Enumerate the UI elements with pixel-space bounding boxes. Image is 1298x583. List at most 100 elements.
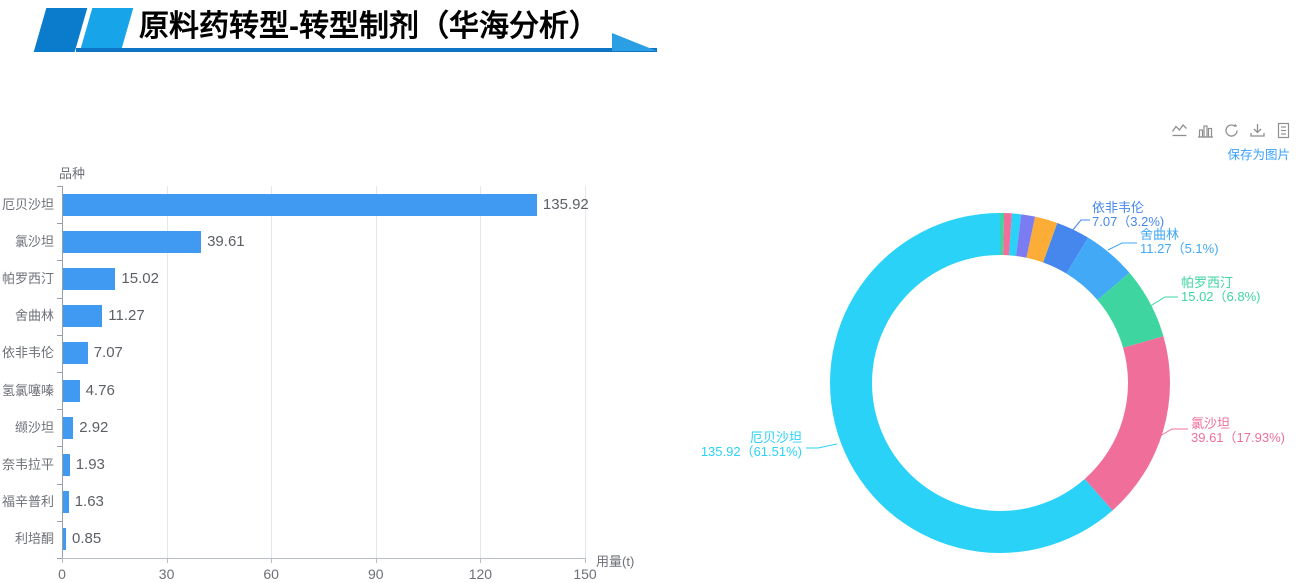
line-chart-icon[interactable] bbox=[1171, 122, 1188, 139]
pie-slice-奈韦拉平[interactable] bbox=[1009, 213, 1022, 256]
pie-slice-帕罗西汀[interactable] bbox=[1097, 272, 1164, 348]
x-axis-title: 用量(t) bbox=[596, 554, 635, 569]
pie-slice-依非韦伦[interactable] bbox=[1043, 222, 1089, 274]
title-banner: 原料药转型-转型制剂（华海分析） bbox=[0, 0, 700, 70]
category-label: 氢氯噻嗪 bbox=[1, 383, 54, 398]
banner-parallelogram-dark bbox=[33, 8, 88, 52]
bar-value-label: 0.85 bbox=[72, 530, 102, 547]
grid-line bbox=[166, 186, 168, 558]
y-axis-tick bbox=[57, 223, 62, 224]
leader-line-yifeiweilun bbox=[1071, 219, 1090, 232]
toolbox-tooltip: 保存为图片 bbox=[1227, 148, 1290, 162]
leader-line-shequlin bbox=[1107, 242, 1137, 251]
pie-slice-氯沙坦[interactable] bbox=[1084, 336, 1171, 511]
page-title: 原料药转型-转型制剂（华海分析） bbox=[139, 10, 599, 43]
category-label: 福辛普利 bbox=[1, 494, 54, 509]
pie-label-value: 7.07（3.2%) bbox=[1092, 214, 1165, 229]
bar-value-label: 11.27 bbox=[108, 307, 145, 324]
pie-label-lüshatan: 氯沙坦 39.61（17.93%) bbox=[1191, 417, 1285, 445]
x-axis-tick bbox=[585, 558, 586, 563]
bar-缬沙坦[interactable] bbox=[63, 417, 74, 439]
bar-舍曲林[interactable] bbox=[63, 305, 103, 327]
y-axis-tick bbox=[57, 186, 62, 187]
bar-厄贝沙坦[interactable] bbox=[63, 194, 537, 216]
pie-label-shequlin: 舍曲林 11.27（5.1%) bbox=[1140, 228, 1219, 256]
y-axis-tick bbox=[57, 446, 62, 447]
bar-value-label: 1.93 bbox=[75, 456, 105, 473]
x-axis-tick-label: 0 bbox=[58, 566, 66, 582]
bar-氢氯噻嗪[interactable] bbox=[63, 380, 80, 402]
category-label: 氯沙坦 bbox=[14, 234, 54, 249]
bar-依非韦伦[interactable] bbox=[63, 342, 88, 364]
pie-label-value: 15.02（6.8%) bbox=[1181, 289, 1261, 304]
pie-slice-缬沙坦[interactable] bbox=[1016, 214, 1036, 258]
pie-label-value: 135.92（61.51%) bbox=[700, 444, 802, 459]
y-axis-tick bbox=[57, 409, 62, 410]
category-label: 依非韦伦 bbox=[1, 345, 54, 360]
category-label: 舍曲林 bbox=[14, 308, 54, 323]
bar-利培酮[interactable] bbox=[63, 528, 66, 550]
pie-label-paluoxiting: 帕罗西汀 15.02（6.8%) bbox=[1181, 276, 1261, 304]
bar-value-label: 7.07 bbox=[93, 344, 123, 361]
x-axis-tick bbox=[375, 558, 377, 563]
bar-value-label: 15.02 bbox=[121, 270, 159, 287]
y-axis-tick bbox=[57, 521, 62, 522]
bar-氯沙坦[interactable] bbox=[63, 231, 202, 253]
x-axis-tick bbox=[271, 558, 273, 563]
pie-label-value: 39.61（17.93%) bbox=[1191, 430, 1285, 445]
pie-slice-厄贝沙坦[interactable] bbox=[830, 213, 1113, 553]
pie-label-name: 依非韦伦 bbox=[1092, 200, 1145, 215]
bar-value-label: 135.92 bbox=[542, 196, 589, 213]
category-label: 缬沙坦 bbox=[14, 420, 54, 435]
grid-line bbox=[375, 186, 377, 558]
bar-value-label: 1.63 bbox=[74, 493, 104, 510]
leader-line-erbeishatan bbox=[806, 443, 838, 449]
pie-slice-氢氯噻嗪[interactable] bbox=[1026, 216, 1058, 263]
bar-value-label: 2.92 bbox=[79, 419, 109, 436]
y-axis-tick bbox=[57, 335, 62, 336]
pie-slice-福辛普利[interactable] bbox=[1003, 213, 1012, 256]
y-axis-tick bbox=[57, 484, 62, 485]
pie-label-name: 帕罗西汀 bbox=[1181, 275, 1234, 290]
grid-line bbox=[271, 186, 273, 558]
x-axis-line bbox=[62, 558, 586, 559]
category-label: 利培酮 bbox=[14, 531, 54, 546]
grid-line bbox=[480, 186, 482, 558]
pie-slice-利培酮[interactable] bbox=[1000, 213, 1005, 256]
bar-value-label: 4.76 bbox=[85, 382, 115, 399]
pie-label-name: 舍曲林 bbox=[1140, 227, 1180, 242]
category-label: 帕罗西汀 bbox=[1, 271, 54, 286]
save-image-icon[interactable] bbox=[1249, 122, 1266, 139]
x-axis-tick-label: 90 bbox=[368, 566, 384, 582]
x-axis-tick-label: 150 bbox=[573, 566, 597, 582]
bar-福辛普利[interactable] bbox=[63, 491, 69, 513]
x-axis-tick-label: 60 bbox=[263, 566, 279, 582]
pie-slice-舍曲林[interactable] bbox=[1066, 237, 1130, 300]
donut-chart bbox=[806, 213, 1188, 553]
pie-label-name: 氯沙坦 bbox=[1191, 416, 1231, 431]
bar-value-label: 39.61 bbox=[207, 233, 245, 250]
leader-line-paluoxiting bbox=[1146, 296, 1178, 309]
banner-underline bbox=[76, 48, 657, 52]
pie-label-name: 厄贝沙坦 bbox=[749, 430, 802, 445]
y-axis-tick bbox=[57, 298, 62, 299]
x-axis-tick bbox=[62, 558, 63, 563]
x-axis-tick-label: 30 bbox=[158, 566, 175, 582]
pie-label-value: 11.27（5.1%) bbox=[1140, 241, 1219, 256]
bar-帕罗西汀[interactable] bbox=[63, 268, 116, 290]
x-axis-tick bbox=[480, 558, 482, 563]
x-axis-tick-label: 120 bbox=[468, 566, 493, 582]
bar-chart-icon[interactable] bbox=[1197, 122, 1214, 139]
banner-parallelogram-light bbox=[79, 8, 134, 52]
leader-line-lüshatan bbox=[1159, 428, 1188, 437]
category-label: 奈韦拉平 bbox=[1, 457, 54, 472]
x-axis-tick bbox=[166, 558, 168, 563]
data-view-icon[interactable] bbox=[1275, 122, 1292, 139]
y-axis-tick bbox=[57, 260, 62, 261]
y-axis-line bbox=[62, 186, 63, 558]
bar-奈韦拉平[interactable] bbox=[63, 454, 70, 476]
pie-label-erbeishatan: 厄贝沙坦 135.92（61.51%) bbox=[701, 431, 802, 459]
pie-label-yifeiweilun: 依非韦伦 7.07（3.2%) bbox=[1092, 201, 1164, 229]
restore-icon[interactable] bbox=[1223, 122, 1240, 139]
